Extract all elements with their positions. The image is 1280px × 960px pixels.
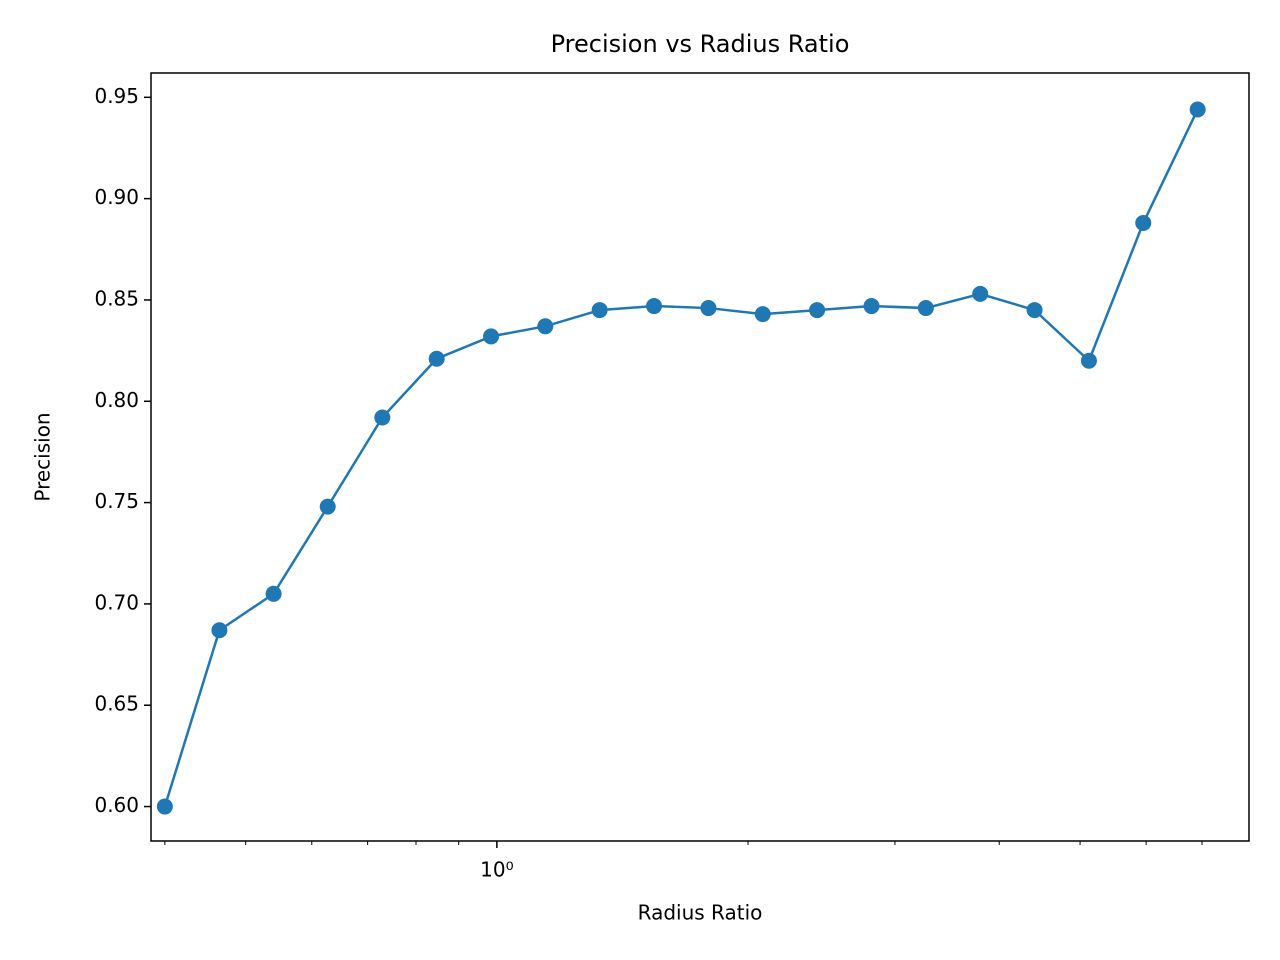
point (1080, 352, 1097, 369)
y-axis-label: Precision (31, 412, 55, 501)
point (972, 285, 989, 302)
point (265, 585, 282, 602)
plot-frame (150, 72, 1250, 842)
point (428, 350, 445, 367)
point (917, 300, 934, 317)
y-tick-label: 0.85 (94, 286, 139, 310)
chart-title: Precision vs Radius Ratio (551, 30, 850, 58)
y-tick-label: 0.90 (94, 185, 139, 209)
point (483, 328, 500, 345)
point (809, 302, 826, 319)
y-tick-label: 0.60 (94, 793, 139, 817)
point (374, 409, 391, 426)
point (754, 306, 771, 323)
point (700, 300, 717, 317)
point (211, 622, 228, 639)
point (537, 318, 554, 335)
point (591, 302, 608, 319)
x-axis-label: Radius Ratio (638, 901, 763, 925)
y-tick-label: 0.65 (94, 692, 139, 716)
point (319, 498, 336, 515)
point (1189, 101, 1206, 118)
point (1026, 302, 1043, 319)
point (1135, 214, 1152, 231)
y-tick-label: 0.80 (94, 388, 139, 412)
point (156, 798, 173, 815)
y-tick-label: 0.95 (94, 84, 139, 108)
x-tick-label: 10⁰ (480, 858, 513, 882)
y-tick-label: 0.70 (94, 590, 139, 614)
point (646, 298, 663, 315)
point (863, 298, 880, 315)
y-tick-label: 0.75 (94, 489, 139, 513)
line (163, 108, 1199, 807)
